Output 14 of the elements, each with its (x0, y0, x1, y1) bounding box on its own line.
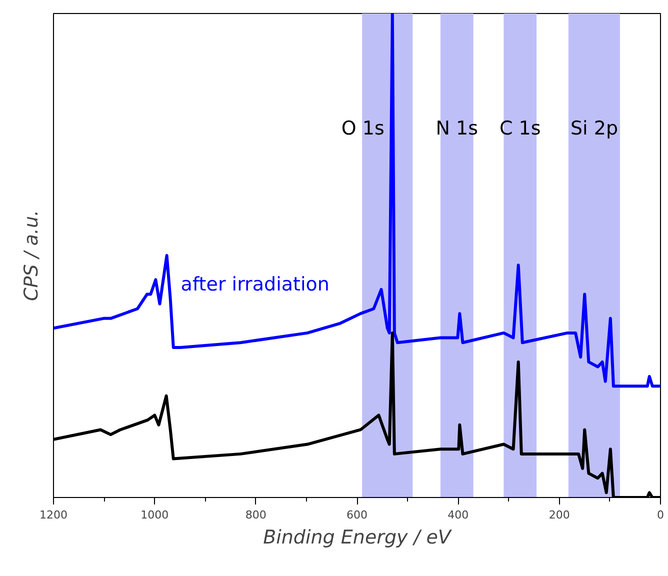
band-label: O 1s (341, 117, 384, 140)
x-tick-label: 200 (548, 508, 570, 522)
x-axis-title: Binding Energy / eV (263, 526, 453, 548)
x-tick-label: 0 (657, 508, 664, 522)
band-label: C 1s (499, 117, 541, 140)
series-label: after irradiation (180, 274, 330, 296)
x-tick-label: 600 (346, 508, 368, 522)
x-tick-label: 1200 (40, 508, 68, 522)
y-axis-title: CPS / a.u. (20, 210, 42, 302)
x-tick-label: 1000 (140, 508, 169, 522)
x-tick-label: 800 (245, 508, 266, 522)
band-label: Si 2p (570, 117, 618, 140)
band-label: N 1s (436, 117, 478, 140)
x-tick-label: 400 (448, 508, 469, 522)
